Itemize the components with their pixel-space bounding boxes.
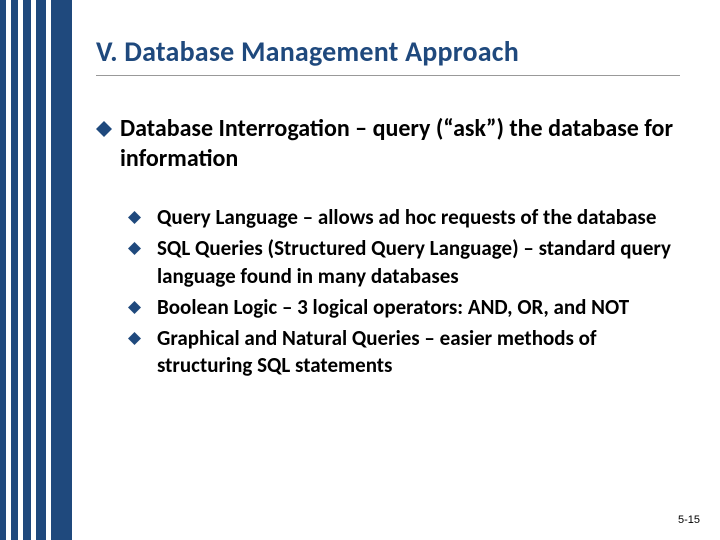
diamond-icon xyxy=(128,242,141,255)
main-bullet: Database Interrogation – query (“ask”) t… xyxy=(96,114,680,174)
diamond-icon xyxy=(128,332,141,345)
page-number: 5-15 xyxy=(678,514,700,526)
sub-bullet: Boolean Logic – 3 logical operators: AND… xyxy=(128,294,680,321)
slide-content: V. Database Management Approach Database… xyxy=(96,34,680,384)
diamond-icon xyxy=(96,121,112,137)
diamond-icon xyxy=(128,211,141,224)
slide-title: V. Database Management Approach xyxy=(96,34,680,76)
sub-bullet: Graphical and Natural Queries – easier m… xyxy=(128,325,680,380)
left-stripe-decoration xyxy=(0,0,72,540)
stripe xyxy=(23,0,31,540)
stripe xyxy=(51,0,72,540)
stripe xyxy=(36,0,46,540)
sub-bullet-text: Boolean Logic – 3 logical operators: AND… xyxy=(157,294,680,321)
sub-bullet-text: SQL Queries (Structured Query Language) … xyxy=(157,235,680,290)
stripe xyxy=(11,0,18,540)
sub-bullet: Query Language – allows ad hoc requests … xyxy=(128,204,680,231)
sub-bullet-list: Query Language – allows ad hoc requests … xyxy=(128,204,680,380)
sub-bullet-text: Query Language – allows ad hoc requests … xyxy=(157,204,680,231)
diamond-icon xyxy=(128,301,141,314)
main-bullet-text: Database Interrogation – query (“ask”) t… xyxy=(120,114,680,174)
sub-bullet: SQL Queries (Structured Query Language) … xyxy=(128,235,680,290)
sub-bullet-text: Graphical and Natural Queries – easier m… xyxy=(157,325,680,380)
